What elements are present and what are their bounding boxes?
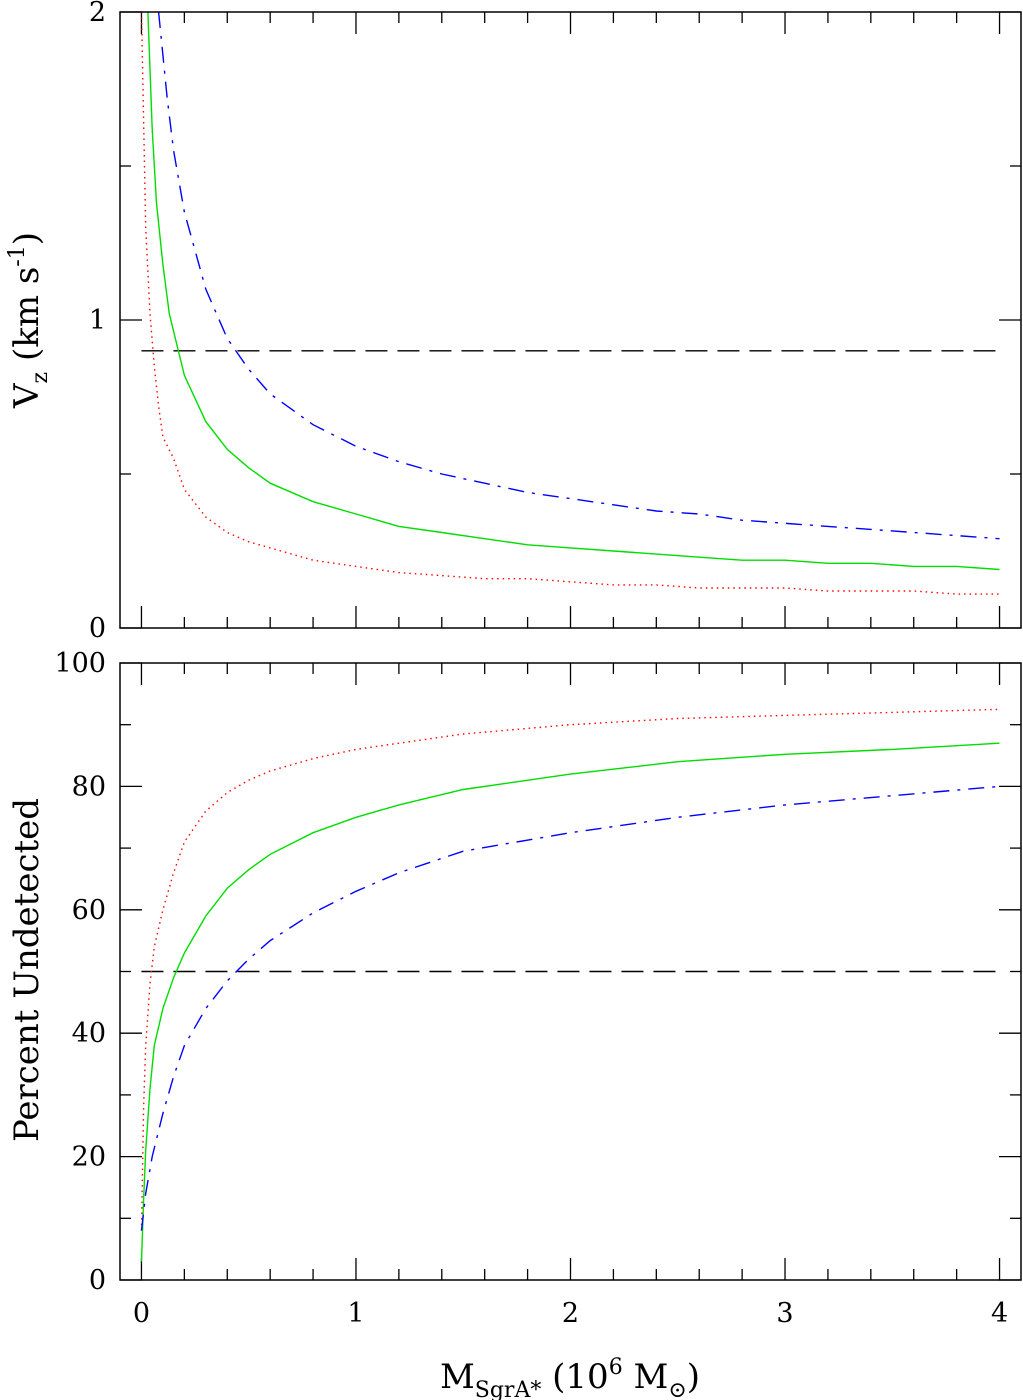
bottom-panel-percent-undetected: 0 20 40 60 80 100 0 1 2 3 4 xyxy=(54,648,1022,1329)
bottom-y-tick-label: 80 xyxy=(72,771,106,802)
top-panel-vz: 0 1 2 xyxy=(89,0,1022,644)
bottom-y-tick-label: 100 xyxy=(54,648,106,679)
x-tick-label: 2 xyxy=(562,1298,579,1329)
bottom-y-tick-label: 40 xyxy=(72,1018,106,1049)
bottom-y-tick-label: 0 xyxy=(89,1265,106,1296)
x-tick-label: 1 xyxy=(347,1298,364,1329)
bottom-y-tick-label: 20 xyxy=(72,1142,106,1173)
top-y-tick-label: 2 xyxy=(89,0,106,28)
x-axis-title: MSgrA* (106 M⊙) xyxy=(440,1355,700,1400)
x-tick-label: 4 xyxy=(991,1298,1008,1329)
top-series-solid-line xyxy=(147,12,1000,571)
bottom-series-dashdot-line xyxy=(140,785,1000,1231)
bottom-series-solid-line xyxy=(140,742,1000,1262)
x-tick-label: 3 xyxy=(776,1298,793,1329)
top-series-dashdot-line xyxy=(157,12,1000,540)
top-plot-frame xyxy=(119,11,1022,629)
x-tick-label: 0 xyxy=(133,1298,150,1329)
bottom-y-axis-title: Percent Undetected xyxy=(7,798,47,1142)
top-series-dotted-line xyxy=(140,12,1000,595)
bottom-series-dotted-line xyxy=(140,708,1000,1231)
bottom-y-tick-label: 60 xyxy=(72,895,106,926)
bottom-plot-frame xyxy=(119,662,1022,1281)
top-y-axis-title: Vz (km s-1) xyxy=(5,232,53,409)
top-y-tick-label: 1 xyxy=(89,305,106,336)
top-y-tick-label: 0 xyxy=(89,613,106,644)
